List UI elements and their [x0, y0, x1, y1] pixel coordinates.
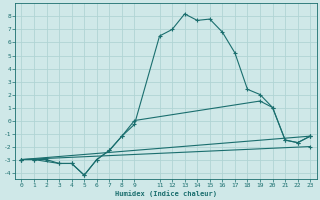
X-axis label: Humidex (Indice chaleur): Humidex (Indice chaleur): [115, 190, 217, 197]
